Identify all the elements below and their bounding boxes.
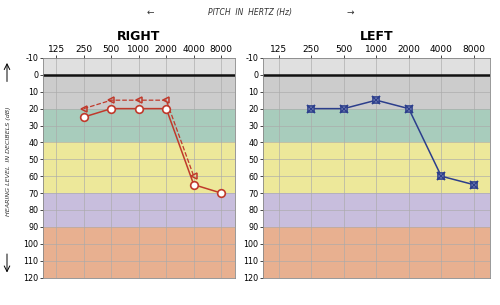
Bar [262, 227, 490, 278]
Bar [262, 193, 490, 227]
Text: HEARING LEVEL  IN DECIBELS (dB): HEARING LEVEL IN DECIBELS (dB) [6, 107, 11, 217]
Text: ←: ← [146, 8, 154, 17]
Bar [262, 109, 490, 142]
Text: →: → [346, 8, 354, 17]
Bar [42, 109, 235, 142]
Bar [42, 142, 235, 193]
Bar [42, 227, 235, 278]
Text: PITCH  IN  HERTZ (Hz): PITCH IN HERTZ (Hz) [208, 8, 292, 17]
Title: LEFT: LEFT [360, 30, 393, 43]
Bar [42, 75, 235, 109]
Bar [262, 58, 490, 75]
Bar [262, 142, 490, 193]
Bar [42, 193, 235, 227]
Title: RIGHT: RIGHT [117, 30, 160, 43]
Bar [262, 75, 490, 109]
Bar [42, 58, 235, 75]
